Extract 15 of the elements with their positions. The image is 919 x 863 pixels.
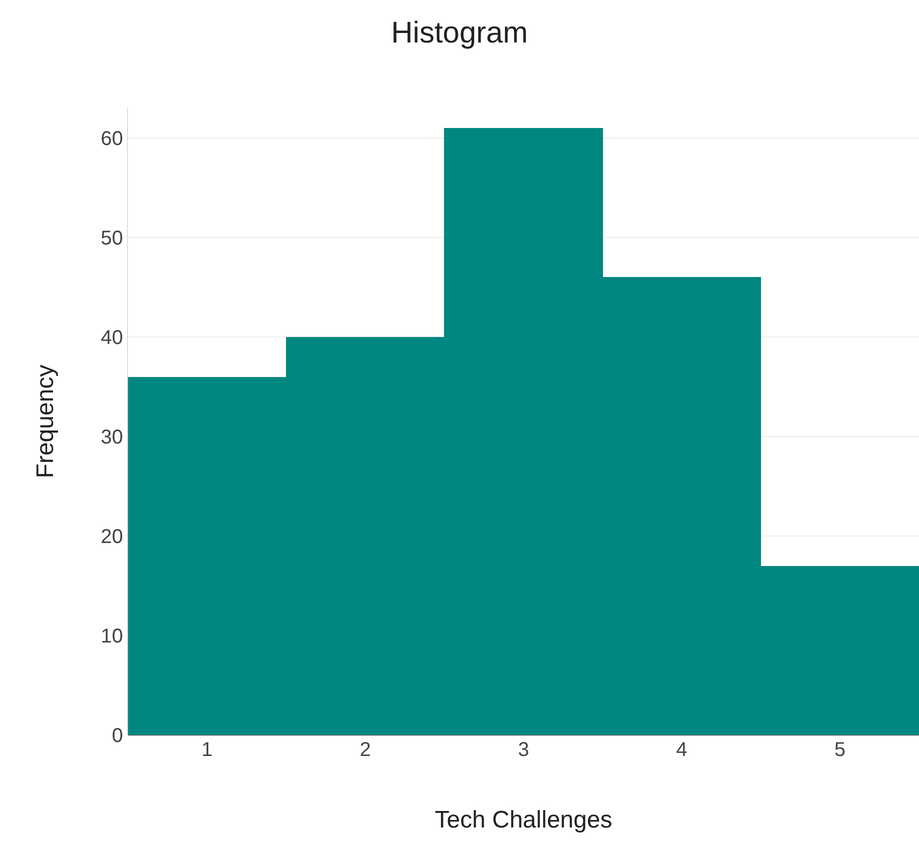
- y-tick-label: 50: [100, 227, 123, 250]
- y-tick-label: 40: [100, 326, 123, 349]
- y-tick-label: 30: [100, 426, 123, 448]
- x-tick-label: 4: [676, 739, 688, 761]
- y-tick-label: 0: [112, 725, 123, 747]
- chart-title: Histogram: [391, 16, 528, 50]
- x-axis-title: Tech Challenges: [434, 806, 612, 834]
- y-tick-label: 60: [100, 128, 123, 150]
- x-tick-label: 5: [834, 739, 846, 761]
- y-tick-label: 20: [100, 526, 123, 548]
- x-tick-label: 2: [360, 739, 371, 761]
- y-axis-title: Frequency: [32, 364, 59, 478]
- y-tick-label: 10: [100, 625, 123, 648]
- x-tick-label: 3: [518, 739, 530, 761]
- x-tick-label: 1: [202, 739, 213, 761]
